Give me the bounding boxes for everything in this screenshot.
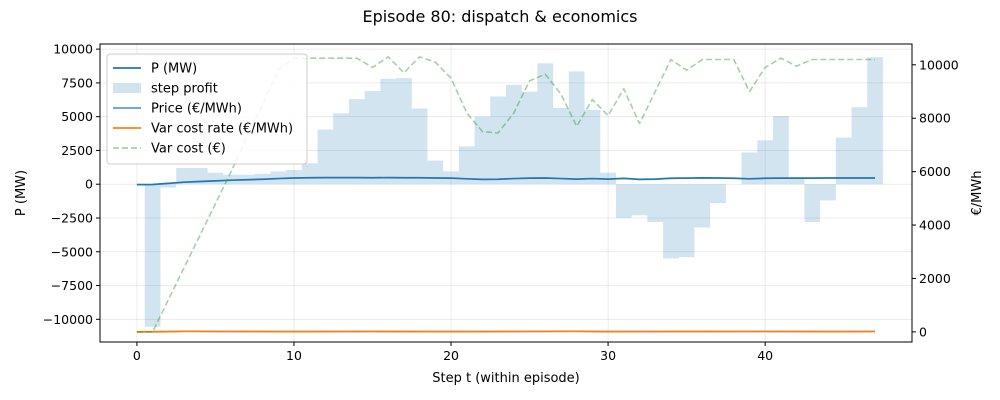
chart-title: Episode 80: dispatch & economics: [362, 7, 637, 26]
x-tick-label: 10: [286, 348, 302, 363]
y-right-axis-label: €/MWh: [970, 171, 985, 216]
var-cost-rate-mwh-line: [136, 330, 876, 333]
y-right-tick-label: 0: [919, 324, 927, 339]
profit-bar: [144, 184, 161, 327]
profit-bar: [160, 184, 177, 188]
profit-bar: [537, 63, 554, 185]
profit-bar: [506, 84, 522, 185]
plot-frame: [99, 43, 913, 343]
profit-bar: [474, 116, 491, 185]
profit-bar: [568, 71, 585, 185]
legend-swatch: [113, 83, 141, 93]
x-axis-label: Step t (within episode): [432, 371, 580, 386]
profit-bar: [788, 177, 805, 185]
profit-bar: [427, 160, 444, 185]
y-right-tick-label: 8000: [919, 111, 951, 126]
y-left-tick-label: 7500: [61, 75, 93, 90]
y-right-axis-ticks: 0 2000 4000 6000 8000 10000: [912, 57, 959, 339]
profit-bar: [631, 184, 648, 216]
y-left-tick-label: −10000: [43, 312, 93, 327]
profit-bar: [191, 168, 208, 185]
profit-bar: [773, 116, 789, 185]
profit-bar: [348, 99, 365, 185]
profit-bar: [615, 184, 632, 218]
profit-bar: [317, 129, 334, 185]
y-left-tick-label: −2500: [51, 210, 93, 225]
profit-bar: [804, 184, 821, 223]
profit-bar: [286, 170, 302, 185]
legend: P (MW) step profit Price (€/MWh) Var cost r…: [106, 53, 308, 165]
profit-bar: [584, 109, 601, 185]
profit-bar: [411, 108, 428, 185]
y-right-tick-label: 10000: [919, 57, 959, 72]
y-left-axis-label: P (MW): [14, 170, 29, 216]
profit-bar: [553, 107, 569, 185]
profit-bar: [710, 184, 726, 204]
profit-bar: [207, 172, 224, 185]
y-left-tick-label: 10000: [53, 42, 93, 57]
x-tick-label: 40: [757, 348, 773, 363]
legend-label: Price (€/MWh): [151, 102, 242, 117]
profit-bar: [741, 152, 758, 185]
legend-label: Var cost rate (€/MWh): [151, 122, 293, 137]
legend-label: Var cost (€): [151, 142, 226, 157]
profit-bar: [851, 107, 868, 185]
legend-label: step profit: [151, 82, 218, 97]
profit-bar: [867, 57, 883, 185]
line-series: [136, 56, 876, 333]
x-tick-label: 0: [133, 348, 141, 363]
profit-bar: [663, 184, 679, 259]
profit-bar: [835, 137, 852, 185]
profit-bar: [678, 184, 695, 258]
x-tick-label: 30: [600, 348, 616, 363]
y-left-tick-label: 5000: [61, 109, 93, 124]
profit-bar: [521, 91, 538, 185]
y-left-axis-ticks: −10000 −7500 −5000 −2500 0 2500 5000 7500 10000: [43, 42, 100, 327]
y-left-tick-label: −5000: [51, 244, 93, 259]
profit-bar: [694, 184, 711, 228]
y-left-tick-label: −7500: [51, 278, 93, 293]
profit-bar: [364, 91, 381, 185]
x-tick-label: 20: [443, 348, 459, 363]
legend-frame: [106, 53, 308, 165]
y-left-tick-label: 2500: [61, 143, 93, 158]
legend-label: P (MW): [151, 62, 197, 77]
x-axis-ticks: 0 10 20 30 40: [133, 342, 773, 363]
profit-bar: [333, 113, 349, 185]
profit-bar: [380, 78, 397, 185]
profit-bar: [647, 184, 664, 223]
y-right-tick-label: 2000: [919, 271, 951, 286]
y-right-tick-label: 6000: [919, 164, 951, 179]
profit-bar: [490, 96, 506, 185]
profit-bar: [820, 184, 836, 201]
y-right-tick-label: 4000: [919, 218, 951, 233]
profit-bar: [757, 140, 774, 185]
profit-bar: [396, 78, 412, 185]
profit-bar: [301, 163, 318, 185]
y-left-tick-label: 0: [85, 177, 93, 192]
profit-bar: [458, 146, 475, 185]
p-mw-line: [136, 176, 876, 186]
profit-bar: [176, 168, 192, 185]
